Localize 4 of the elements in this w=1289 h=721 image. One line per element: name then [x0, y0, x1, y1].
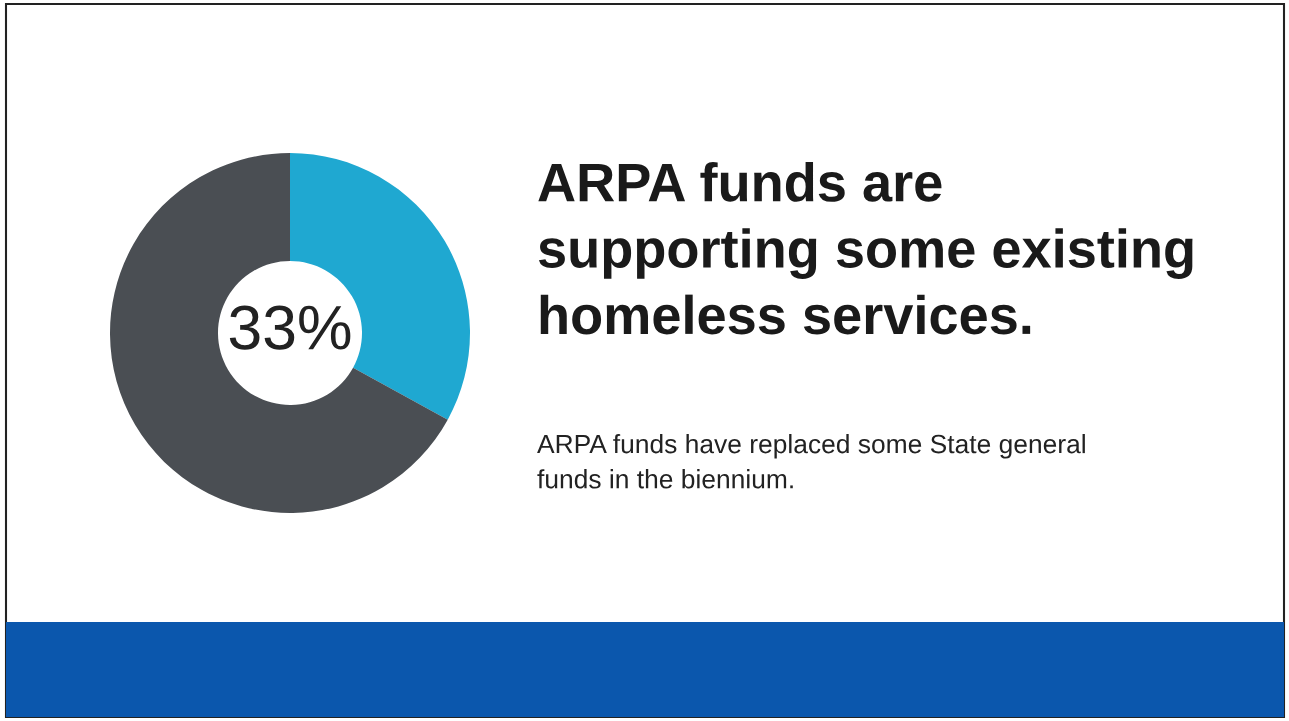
text: ARPA funds have replaced some State general funds in the biennium. — [537, 434, 1085, 489]
donut-slice — [110, 153, 448, 513]
text: ARPA funds are supporting some existing homeless services. — [538, 162, 1193, 335]
data-label: 33% — [229, 305, 351, 350]
